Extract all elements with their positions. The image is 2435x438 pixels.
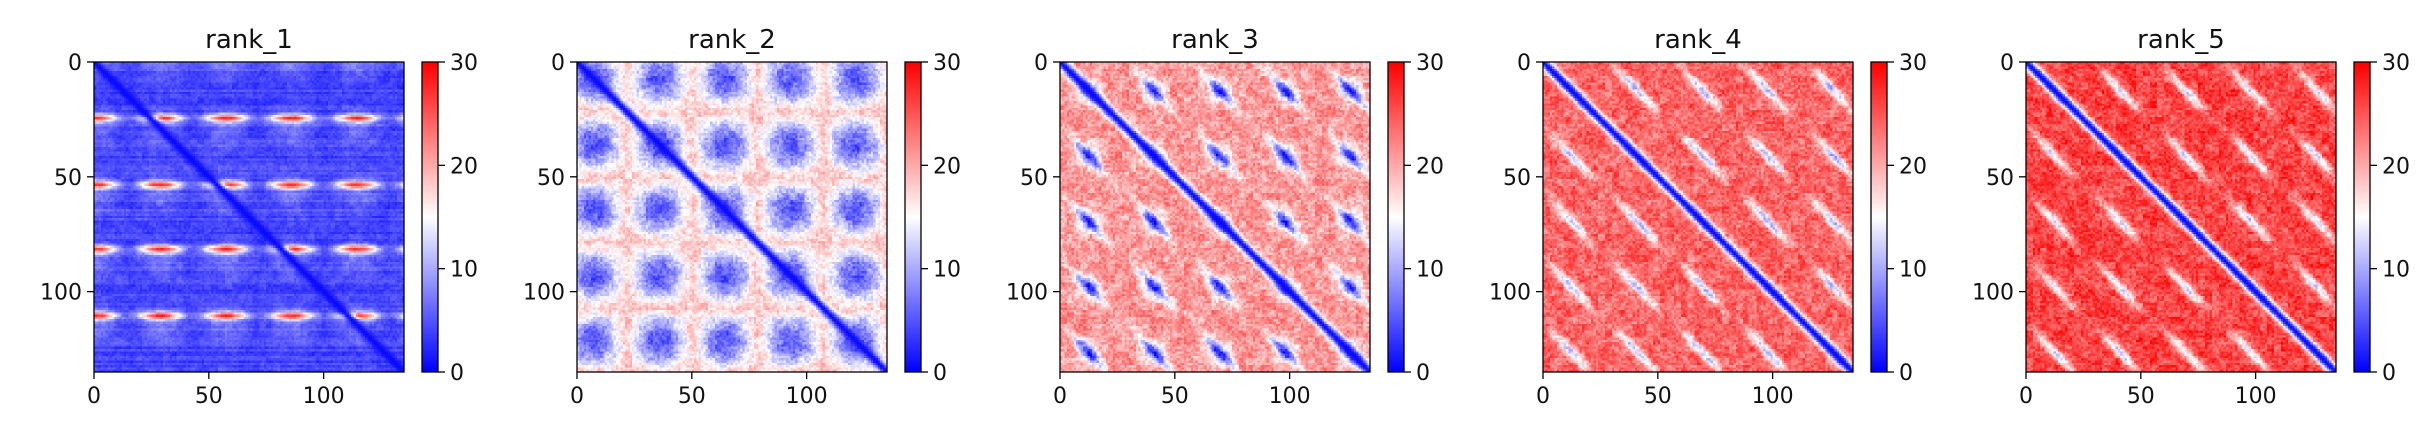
colorbar-frame (1387, 61, 1405, 373)
colorbar-tick-label: 0 (2382, 361, 2396, 386)
colorbar-tick-label: 10 (450, 258, 478, 283)
colorbar-tick-label: 20 (933, 154, 961, 179)
x-tick-label: 50 (1161, 384, 1189, 409)
heatmap-image (1060, 62, 1370, 372)
y-tick-label: 50 (1986, 166, 2014, 191)
axes-frame (93, 61, 405, 373)
heatmap-panel: rank_2 0 50 100 0 50 100 0 10 20 30 (523, 25, 961, 409)
heatmap-image (94, 62, 404, 372)
colorbar-tick-label: 20 (1416, 154, 1444, 179)
heatmap-panel: rank_1 0 50 100 0 50 100 0 10 20 30 (40, 25, 478, 409)
heatmap-panel: rank_5 0 50 100 0 50 100 0 10 20 30 (1972, 25, 2410, 409)
colorbar-tick-label: 10 (1416, 258, 1444, 283)
y-tick-label: 50 (54, 166, 82, 191)
x-tick-label: 50 (1644, 384, 1672, 409)
colorbar-frame (1870, 61, 1888, 373)
colorbar-tick-label: 20 (1899, 154, 1927, 179)
y-tick-label: 0 (1034, 51, 1048, 76)
colorbar-tick-label: 10 (2382, 258, 2410, 283)
x-tick-label: 50 (678, 384, 706, 409)
colorbar-tick-label: 20 (450, 154, 478, 179)
colorbar-tick-label: 30 (2382, 51, 2410, 76)
y-tick-label: 100 (523, 281, 565, 306)
colorbar-gradient (1388, 62, 1404, 372)
y-tick-label: 100 (1006, 281, 1048, 306)
y-tick-label: 0 (68, 51, 82, 76)
colorbar-gradient (905, 62, 921, 372)
colorbar-gradient (2354, 62, 2370, 372)
colorbar-tick-label: 0 (1899, 361, 1913, 386)
colorbar-tick-label: 10 (933, 258, 961, 283)
colorbar-gradient (1871, 62, 1887, 372)
x-tick-label: 0 (1053, 384, 1067, 409)
x-tick-label: 100 (303, 384, 345, 409)
chart-title: rank_5 (2137, 25, 2225, 55)
heatmap-panel: rank_4 0 50 100 0 50 100 0 10 20 30 (1489, 25, 1927, 409)
y-tick-label: 50 (537, 166, 565, 191)
heatmap-image (577, 62, 887, 372)
axes-frame (1542, 61, 1854, 373)
colorbar-tick-label: 30 (933, 51, 961, 76)
colorbar-frame (2353, 61, 2371, 373)
y-tick-label: 50 (1503, 166, 1531, 191)
y-tick-label: 100 (1489, 281, 1531, 306)
colorbar-tick-label: 10 (1899, 258, 1927, 283)
chart-title: rank_3 (1171, 25, 1259, 55)
axes-frame (576, 61, 888, 373)
colorbar-tick-label: 30 (450, 51, 478, 76)
colorbar-tick-label: 0 (933, 361, 947, 386)
colorbar-tick-label: 0 (1416, 361, 1430, 386)
y-tick-label: 0 (551, 51, 565, 76)
colorbar-tick-label: 30 (1899, 51, 1927, 76)
colorbar-tick-label: 30 (1416, 51, 1444, 76)
chart-title: rank_1 (205, 25, 293, 55)
heatmap-panel: rank_3 0 50 100 0 50 100 0 10 20 30 (1006, 25, 1444, 409)
x-tick-label: 0 (570, 384, 584, 409)
colorbar-gradient (422, 62, 438, 372)
colorbar-frame (421, 61, 439, 373)
chart-title: rank_4 (1654, 25, 1742, 55)
x-tick-label: 0 (1536, 384, 1550, 409)
colorbar-tick-label: 20 (2382, 154, 2410, 179)
axes-frame (2025, 61, 2337, 373)
heatmap-image (2026, 62, 2336, 372)
heatmap-image (1543, 62, 1853, 372)
x-tick-label: 100 (786, 384, 828, 409)
colorbar-frame (904, 61, 922, 373)
x-tick-label: 100 (1752, 384, 1794, 409)
chart-title: rank_2 (688, 25, 776, 55)
x-tick-label: 0 (2019, 384, 2033, 409)
x-tick-label: 50 (195, 384, 223, 409)
y-tick-label: 50 (1020, 166, 1048, 191)
y-tick-label: 100 (1972, 281, 2014, 306)
x-tick-label: 100 (2235, 384, 2277, 409)
x-tick-label: 0 (87, 384, 101, 409)
y-tick-label: 0 (2000, 51, 2014, 76)
y-tick-label: 100 (40, 281, 82, 306)
y-tick-label: 0 (1517, 51, 1531, 76)
x-tick-label: 100 (1269, 384, 1311, 409)
axes-frame (1059, 61, 1371, 373)
x-tick-label: 50 (2127, 384, 2155, 409)
colorbar-tick-label: 0 (450, 361, 464, 386)
